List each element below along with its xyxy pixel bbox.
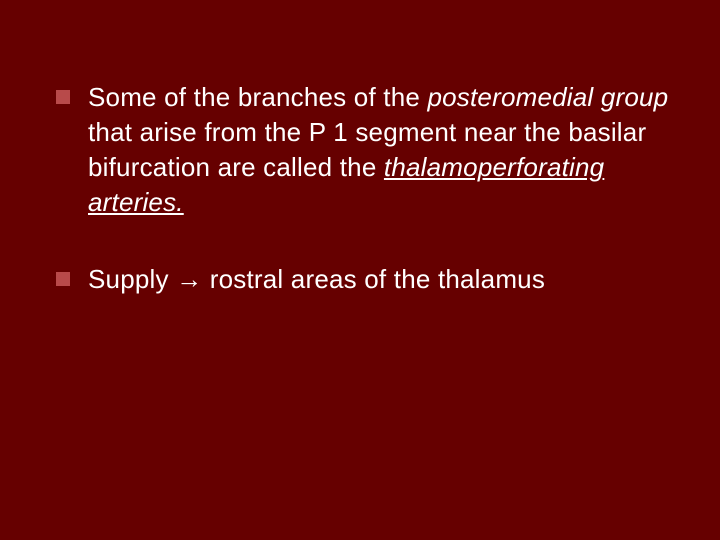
bullet-text: Supply → rostral areas of the thalamus	[88, 262, 672, 297]
text-segment-italic: posteromedial group	[427, 82, 668, 112]
bullet-text: Some of the branches of the posteromedia…	[88, 80, 672, 220]
text-segment: Some of the branches of the	[88, 82, 427, 112]
slide: Some of the branches of the posteromedia…	[0, 0, 720, 540]
text-segment: Supply → rostral areas of the thalamus	[88, 264, 545, 294]
square-bullet-icon	[56, 272, 70, 286]
bullet-item: Supply → rostral areas of the thalamus	[48, 262, 672, 297]
square-bullet-icon	[56, 90, 70, 104]
bullet-item: Some of the branches of the posteromedia…	[48, 80, 672, 220]
